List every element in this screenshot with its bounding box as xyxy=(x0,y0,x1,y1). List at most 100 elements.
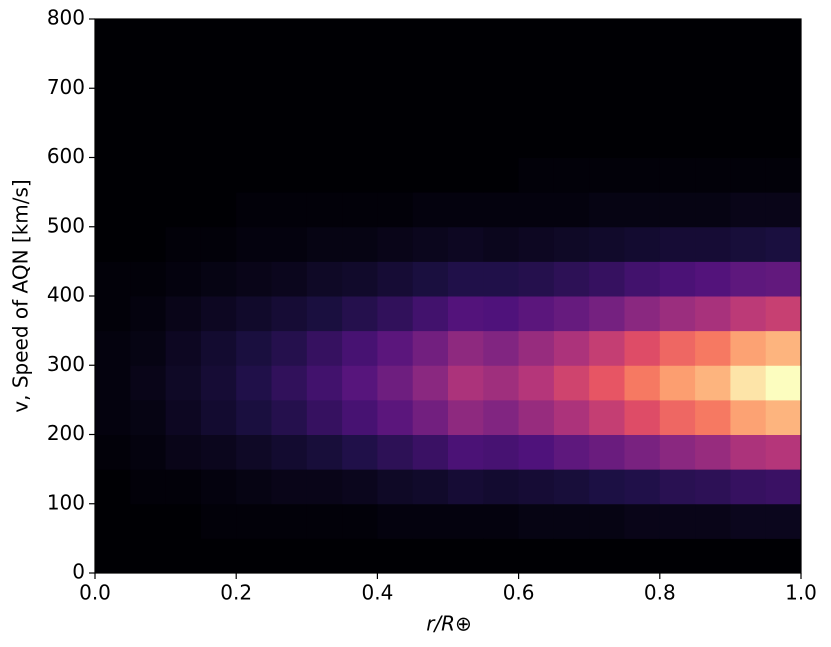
heatmap-cell xyxy=(730,261,767,297)
heatmap-cell xyxy=(377,434,414,470)
heatmap-cell xyxy=(659,330,696,366)
heatmap-cell xyxy=(165,538,202,574)
heatmap-cell xyxy=(553,469,590,505)
heatmap-cell xyxy=(95,261,131,297)
heatmap-cell xyxy=(448,399,484,435)
heatmap-cell xyxy=(589,88,625,124)
heatmap-cell xyxy=(448,365,484,401)
heatmap-cell xyxy=(342,261,378,297)
heatmap-cell xyxy=(518,296,555,332)
heatmap-cell xyxy=(236,192,272,228)
x-axis-label: r/R⊕ xyxy=(426,612,472,636)
heatmap-cell xyxy=(765,53,802,89)
heatmap-cell xyxy=(165,192,202,228)
y-tick-label: 400 xyxy=(47,283,85,307)
heatmap-cell xyxy=(553,226,590,262)
heatmap-cell xyxy=(236,226,272,262)
heatmap-cell xyxy=(624,296,661,332)
heatmap-cell xyxy=(483,503,520,539)
heatmap-cell xyxy=(730,88,767,124)
heatmap-cell xyxy=(730,503,767,539)
heatmap-cell xyxy=(730,330,767,366)
heatmap-cell xyxy=(236,469,272,505)
heatmap-cell xyxy=(412,226,449,262)
heatmap-cell xyxy=(377,157,414,193)
heatmap-cell xyxy=(659,261,696,297)
heatmap-cell xyxy=(377,330,414,366)
heatmap-cell xyxy=(130,226,167,262)
heatmap-cell xyxy=(377,365,414,401)
heatmap-cell xyxy=(589,469,625,505)
heatmap-cell xyxy=(200,434,237,470)
heatmap-cell xyxy=(271,469,308,505)
heatmap-cell xyxy=(306,226,343,262)
heatmap-cell xyxy=(200,296,237,332)
heatmap-cell xyxy=(518,157,555,193)
heatmap-cell xyxy=(95,330,131,366)
y-tick-label: 300 xyxy=(47,352,85,376)
heatmap-cell xyxy=(518,19,555,55)
heatmap-cell xyxy=(518,538,555,574)
heatmap-cell xyxy=(306,19,343,55)
heatmap-cell xyxy=(659,503,696,539)
heatmap-cell xyxy=(200,88,237,124)
heatmap-cell xyxy=(271,434,308,470)
heatmap-cell xyxy=(412,296,449,332)
heatmap-cell xyxy=(412,53,449,89)
heatmap-cell xyxy=(95,122,131,158)
heatmap-cell xyxy=(483,157,520,193)
heatmap-cell xyxy=(518,399,555,435)
heatmap-cell xyxy=(306,53,343,89)
heatmap-cell xyxy=(271,157,308,193)
heatmap-cell xyxy=(377,122,414,158)
heatmap-cell xyxy=(624,365,661,401)
heatmap-cell xyxy=(306,399,343,435)
heatmap-cell xyxy=(765,88,802,124)
heatmap-cell xyxy=(236,261,272,297)
heatmap-cell xyxy=(695,503,731,539)
heatmap-cell xyxy=(589,399,625,435)
heatmap-cell xyxy=(342,226,378,262)
heatmap-cell xyxy=(518,503,555,539)
heatmap-cell xyxy=(165,88,202,124)
heatmap-cell xyxy=(342,434,378,470)
heatmap-cell xyxy=(730,53,767,89)
heatmap-cell xyxy=(553,122,590,158)
y-tick-label: 100 xyxy=(47,490,85,514)
heatmap-cell xyxy=(553,330,590,366)
heatmap-cell xyxy=(306,261,343,297)
heatmap-cell xyxy=(236,157,272,193)
heatmap-cell xyxy=(377,503,414,539)
heatmap-cell xyxy=(200,157,237,193)
heatmap-cell xyxy=(695,296,731,332)
heatmap-cell xyxy=(165,226,202,262)
heatmap-cell xyxy=(730,399,767,435)
heatmap-cell xyxy=(695,261,731,297)
heatmap-cell xyxy=(200,53,237,89)
heatmap-cell xyxy=(765,296,802,332)
heatmap-cell xyxy=(765,192,802,228)
heatmap-cell xyxy=(624,122,661,158)
heatmap-cell xyxy=(483,469,520,505)
heatmap-cell xyxy=(342,503,378,539)
heatmap-cell xyxy=(553,157,590,193)
heatmap-cell xyxy=(448,53,484,89)
heatmap-cell xyxy=(412,157,449,193)
heatmap-cell xyxy=(342,192,378,228)
heatmap-cell xyxy=(765,226,802,262)
heatmap-cell xyxy=(695,399,731,435)
heatmap-cell xyxy=(765,434,802,470)
heatmap-cell xyxy=(448,434,484,470)
heatmap-cell xyxy=(200,503,237,539)
heatmap-cell xyxy=(306,434,343,470)
heatmap-cell xyxy=(271,503,308,539)
heatmap-cell xyxy=(765,399,802,435)
heatmap-cell xyxy=(377,53,414,89)
heatmap-cell xyxy=(271,399,308,435)
heatmap-cell xyxy=(130,19,167,55)
heatmap-cell xyxy=(730,122,767,158)
heatmap-cell xyxy=(695,434,731,470)
heatmap-cell xyxy=(271,226,308,262)
heatmap-cell xyxy=(589,53,625,89)
